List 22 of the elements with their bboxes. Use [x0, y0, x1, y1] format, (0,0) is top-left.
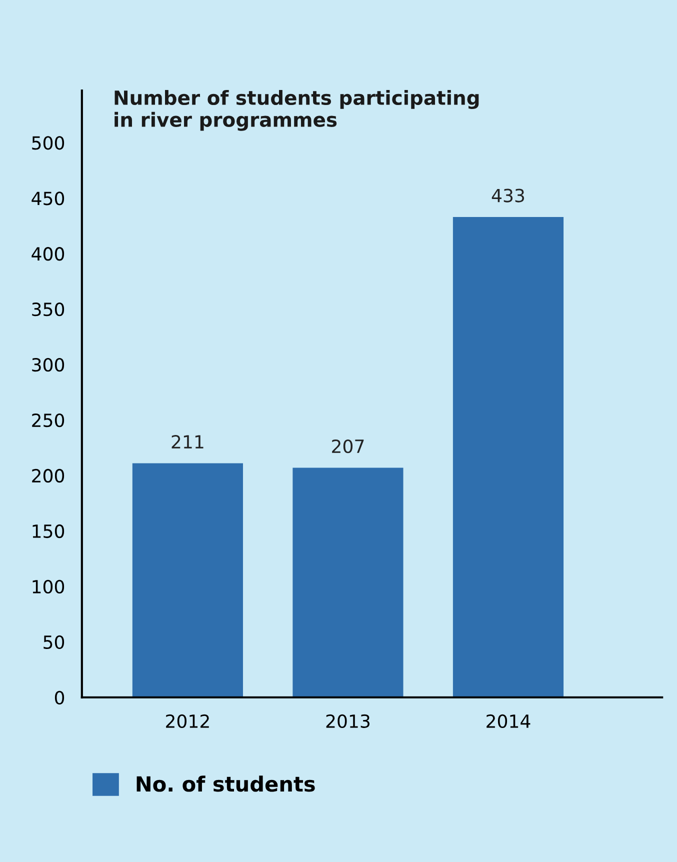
y-tick-label: 250 [32, 413, 64, 428]
y-tick-label: 350 [32, 302, 64, 316]
y-tick-label: 200 [32, 468, 64, 483]
y-tick-label: 150 [32, 524, 64, 538]
y-tick-label: 400 [32, 247, 64, 261]
y-tick-label: 300 [32, 358, 64, 372]
text: Number of students participating in river programmes [114, 90, 479, 131]
y-tick-label: 0 [54, 690, 64, 704]
data-label: 211 [172, 435, 204, 448]
y-tick-label: 100 [32, 580, 64, 594]
y-tick-label: 450 [32, 192, 64, 206]
bar [132, 463, 243, 698]
bar [452, 216, 564, 698]
legend-label: No. of students [136, 776, 315, 792]
y-tick-label: 500 [32, 136, 64, 150]
x-tick-label: 2012 [166, 714, 209, 728]
bar [292, 468, 404, 698]
x-tick-label: 2014 [486, 714, 530, 728]
y-tick-label: 50 [44, 635, 64, 650]
data-label: 207 [332, 439, 364, 454]
x-tick-label: 2013 [326, 714, 370, 728]
data-label: 433 [492, 188, 524, 202]
